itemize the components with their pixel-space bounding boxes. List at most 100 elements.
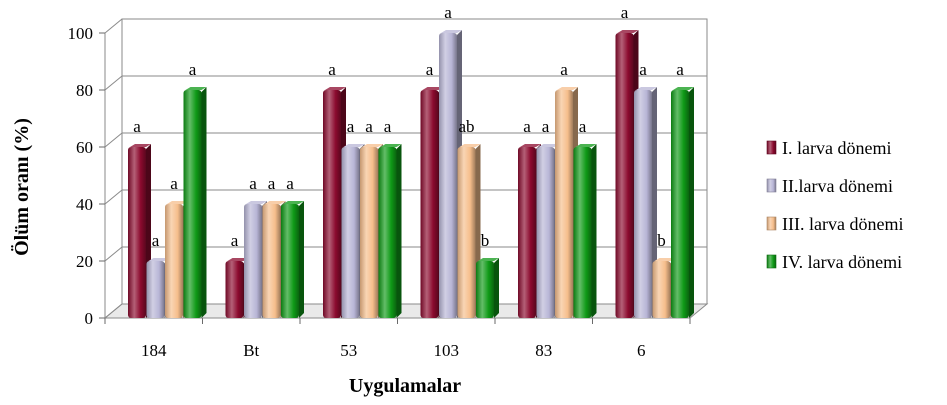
- y-tick-label: 80: [76, 81, 93, 100]
- bar: [555, 90, 573, 318]
- bar: [165, 204, 183, 318]
- legend-swatch: [766, 254, 777, 269]
- bar: [281, 204, 299, 318]
- bar: [341, 147, 360, 318]
- bar-top: [227, 258, 249, 261]
- bar-top: [148, 258, 170, 261]
- bar: [573, 147, 592, 318]
- bar: [536, 147, 555, 318]
- y-tick-label: 100: [68, 24, 94, 43]
- bar: [244, 204, 262, 318]
- x-tick-label: 83: [535, 341, 552, 360]
- significance-label: a: [328, 60, 336, 79]
- legend-swatch: [766, 140, 777, 155]
- bar: [518, 147, 536, 318]
- bar-top: [441, 30, 462, 33]
- bar-top: [167, 201, 188, 204]
- bar-top: [478, 258, 499, 261]
- bar-top: [422, 87, 444, 90]
- significance-label: a: [268, 174, 276, 193]
- bar-top: [636, 87, 657, 90]
- bar: [476, 261, 494, 318]
- bar-top: [654, 258, 676, 261]
- bar-side: [396, 144, 402, 318]
- bar: [615, 33, 634, 318]
- significance-label: a: [347, 117, 355, 136]
- significance-label: a: [152, 231, 160, 250]
- significance-label: a: [249, 174, 257, 193]
- significance-label: b: [657, 231, 666, 250]
- bar-top: [538, 144, 560, 147]
- bar: [360, 147, 378, 318]
- legend-item: IV. larva dönemi: [766, 252, 902, 272]
- significance-label: a: [189, 60, 197, 79]
- legend-item: I. larva dönemi: [766, 138, 891, 158]
- bar-top: [343, 144, 365, 147]
- x-tick-label: 184: [141, 341, 167, 360]
- bar-top: [557, 87, 578, 90]
- bars: [128, 30, 694, 318]
- bar: [128, 147, 146, 318]
- legend-label: IV. larva dönemi: [782, 252, 902, 272]
- significance-label: a: [286, 174, 294, 193]
- significance-label: a: [676, 60, 684, 79]
- significance-label: a: [579, 117, 587, 136]
- bar-side: [591, 144, 597, 318]
- gridlines: [99, 18, 707, 319]
- bar-top: [185, 87, 207, 90]
- legend-label: II.larva dönemi: [782, 176, 893, 196]
- bar-side: [201, 87, 207, 318]
- x-tick-label: Bt: [243, 341, 259, 360]
- bar-top: [380, 144, 402, 147]
- significance-label: a: [365, 117, 373, 136]
- bar: [225, 261, 244, 318]
- bar: [671, 90, 689, 318]
- significance-label: a: [133, 117, 141, 136]
- significance-label: ab: [458, 117, 474, 136]
- bar-top: [264, 201, 286, 204]
- x-axis-ticks: 184 Bt 53 103 83 6: [104, 318, 691, 360]
- legend-label: I. larva dönemi: [782, 138, 891, 158]
- bar-top: [520, 144, 541, 147]
- bar-side: [494, 258, 499, 318]
- significance-label: a: [523, 117, 531, 136]
- significance-label: a: [639, 60, 647, 79]
- bar: [420, 90, 439, 318]
- significance-label: a: [170, 174, 178, 193]
- bar: [634, 90, 652, 318]
- y-tick-label: 60: [76, 138, 93, 157]
- y-tick-label: 40: [76, 195, 93, 214]
- bar: [183, 90, 202, 318]
- bar-top: [130, 144, 151, 147]
- significance-label: a: [426, 60, 434, 79]
- bar: [378, 147, 397, 318]
- bar: [262, 204, 281, 318]
- bar-top: [283, 201, 304, 204]
- bar-side: [689, 87, 694, 318]
- significance-label: a: [621, 3, 629, 22]
- legend-item: III. larva dönemi: [766, 214, 903, 234]
- bar-top: [617, 30, 639, 33]
- legend-label: III. larva dönemi: [782, 214, 903, 234]
- x-tick-label: 103: [434, 341, 460, 360]
- significance-label: a: [542, 117, 550, 136]
- bar-side: [299, 201, 304, 318]
- legend-swatch: [766, 178, 777, 193]
- y-tick-label: 20: [76, 252, 93, 271]
- bar-top: [673, 87, 694, 90]
- bar: [323, 90, 341, 318]
- x-axis-title: Uygulamalar: [349, 375, 461, 397]
- bar: [439, 33, 457, 318]
- bar: [652, 261, 671, 318]
- bar-top: [459, 144, 481, 147]
- bar: [146, 261, 165, 318]
- significance-label: a: [231, 231, 239, 250]
- significance-label: a: [384, 117, 392, 136]
- y-axis-title: Ölüm oranı (%): [10, 118, 33, 256]
- bar-top: [362, 144, 383, 147]
- legend-swatch: [766, 216, 777, 231]
- x-tick-label: 53: [340, 341, 357, 360]
- y-tick-label: 0: [85, 309, 94, 328]
